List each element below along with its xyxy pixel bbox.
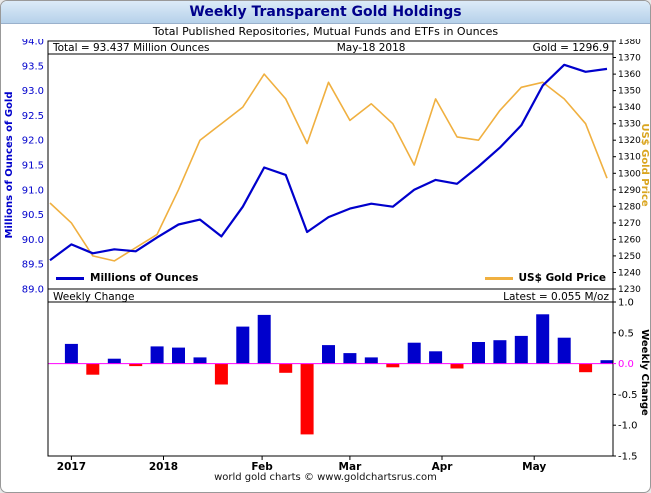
weekly-change-bars [64, 314, 614, 435]
left-axis-tick: 91.0 [22, 185, 44, 196]
bar-positive [536, 314, 550, 364]
bar-negative [450, 363, 464, 369]
gold-axis-tick: 1370 [618, 54, 641, 64]
left-axis-tick: 91.5 [22, 161, 44, 172]
left-axis-tick: 92.0 [22, 136, 44, 147]
weekly-change-label: Weekly Change [53, 290, 135, 303]
bar-positive [236, 326, 250, 364]
weekly-axis-tick: -0.5 [618, 390, 638, 401]
legend-holdings-label: Millions of Ounces [90, 272, 199, 284]
legend-item-gold: US$ Gold Price [484, 272, 606, 284]
gold-axis-tick: 1230 [618, 285, 641, 295]
bar-positive [150, 346, 164, 364]
gold-axis-tick: 1240 [618, 269, 641, 279]
title-bar: Weekly Transparent Gold Holdings [1, 1, 650, 24]
x-axis-tick: 2017 [57, 461, 86, 473]
gold-axis-tick: 1280 [618, 202, 641, 212]
left-axis-tick: 94.0 [22, 39, 44, 48]
legend-item-holdings: Millions of Ounces [56, 272, 198, 284]
bar-negative [129, 363, 143, 367]
x-axis-tick: Feb [251, 461, 273, 473]
gold-axis-tick: 1380 [618, 39, 641, 47]
gold-axis-tick: 1290 [618, 186, 641, 196]
weekly-axis-tick: 1.0 [618, 298, 634, 309]
x-axis-tick: Mar [339, 461, 363, 473]
bar-negative [279, 363, 293, 373]
left-axis-tick: 90.5 [22, 210, 44, 221]
holdings-line-swatch [56, 276, 84, 280]
total-annotation: Total = 93.437 Million Ounces [53, 41, 210, 54]
left-axis-title: Millions of Ounces of Gold [4, 91, 15, 238]
date-annotation: May-18 2018 [336, 41, 406, 54]
bar-positive [407, 342, 421, 364]
bar-negative [214, 363, 228, 385]
holdings-line [49, 63, 608, 262]
bar-positive [514, 335, 528, 364]
legend: Millions of Ounces US$ Gold Price [48, 271, 614, 285]
weekly-axis-tick: -1.5 [618, 452, 638, 463]
bottom-panel-border [47, 288, 614, 457]
bar-positive [64, 343, 78, 364]
weekly-change-axis-title: Weekly Change [639, 329, 650, 416]
bar-positive [322, 345, 335, 364]
bar-positive [472, 342, 485, 364]
bar-positive [364, 357, 378, 364]
latest-annotation: Latest = 0.055 M/oz [503, 290, 609, 303]
top-annotation-strip: Total = 93.437 Million Ounces May-18 201… [48, 41, 614, 54]
gold-axis-tick: 1360 [618, 70, 641, 80]
weekly-axis-tick: 0.0 [618, 359, 634, 370]
gold-price-line [49, 73, 608, 262]
bottom-annotation-strip: Weekly Change Latest = 0.055 M/oz [48, 290, 614, 303]
legend-gold-label: US$ Gold Price [518, 272, 606, 284]
bar-positive [429, 351, 443, 364]
bar-negative [386, 363, 400, 368]
gold-axis-tick: 1320 [618, 136, 641, 146]
left-axis-tick: 89.5 [22, 260, 44, 271]
bar-positive [600, 360, 614, 364]
footer-credit: world gold charts © www.goldchartsrus.co… [214, 472, 437, 483]
bar-positive [257, 314, 271, 364]
gold-line-swatch [484, 276, 513, 280]
left-axis-tick: 92.5 [22, 111, 44, 122]
left-axis-tick: 93.5 [22, 61, 44, 72]
chart-subtitle: Total Published Repositories, Mutual Fun… [152, 25, 499, 38]
weekly-axis-tick: -1.0 [618, 421, 638, 432]
gold-axis-tick: 1340 [618, 103, 641, 113]
gold-axis-tick: 1270 [618, 219, 641, 229]
x-axis-tick: Apr [432, 461, 454, 473]
bar-positive [557, 337, 571, 364]
gold-axis-tick: 1330 [618, 120, 641, 130]
bar-positive [193, 357, 207, 364]
axis-ticks: 94.0 93.5 93.0 92.5 92.0 91.5 91.0 90.5 90.0 89.5… [22, 39, 641, 473]
bar-positive [107, 358, 121, 364]
bar-positive [343, 353, 357, 364]
left-axis-tick: 90.0 [22, 235, 44, 246]
weekly-axis-tick: 0.5 [618, 328, 634, 339]
bar-positive [493, 340, 507, 364]
gold-axis-tick: 1260 [618, 235, 641, 245]
x-axis-tick: May [522, 461, 546, 473]
bar-positive [172, 347, 185, 364]
bar-negative [86, 363, 100, 375]
gold-axis-title: US$ Gold Price [639, 123, 650, 207]
gold-axis-tick: 1310 [618, 153, 641, 163]
left-axis-tick: 89.0 [22, 285, 44, 296]
gold-axis-tick: 1350 [618, 87, 641, 97]
bar-negative [300, 363, 314, 435]
chart-canvas: 94.0 93.5 93.0 92.5 92.0 91.5 91.0 90.5 90.0 89.5… [4, 39, 650, 473]
bar-negative [579, 363, 593, 373]
gold-annotation: Gold = 1296.9 [532, 41, 609, 54]
page-title: Weekly Transparent Gold Holdings [189, 4, 462, 20]
x-axis-tick: 2018 [149, 461, 178, 473]
gold-axis-tick: 1300 [618, 169, 641, 179]
left-axis-tick: 93.0 [22, 86, 44, 97]
gold-axis-tick: 1250 [618, 252, 641, 262]
